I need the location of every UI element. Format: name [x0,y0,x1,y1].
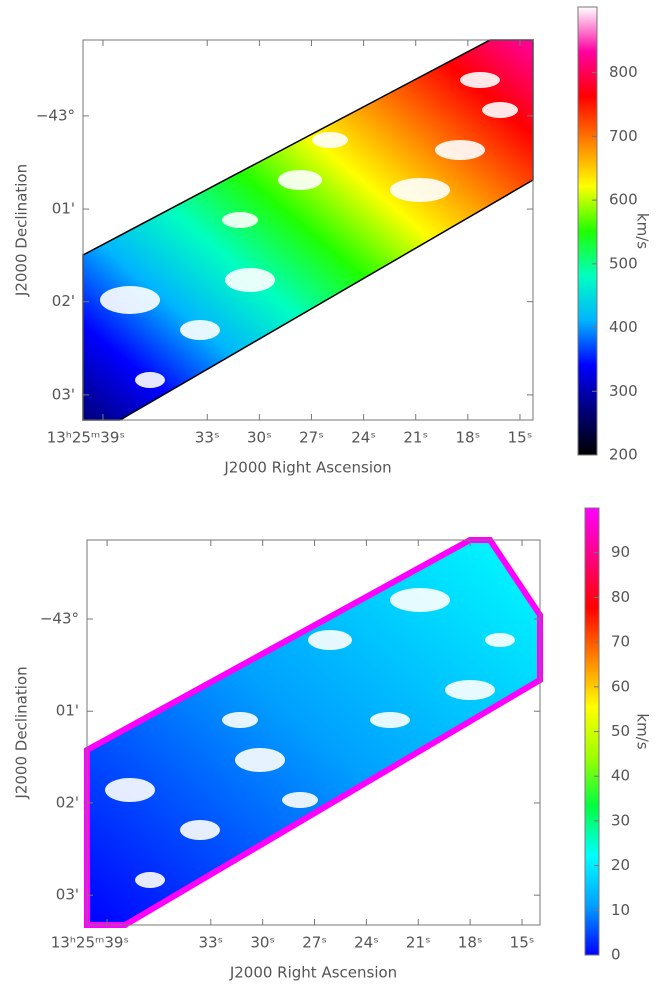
map-blank [445,680,495,700]
colorbar-tick-label: 90 [611,543,630,561]
y-tick-label: 02' [52,292,75,310]
x-axis-label: J2000 Right Ascension [229,964,397,982]
colorbar-tick-label: 50 [611,722,630,740]
colorbar-tick-label: 10 [611,901,630,919]
map-blank [460,72,500,88]
colorbar-tick-label: 700 [609,127,638,145]
colorbar-tick-label: 40 [611,767,630,785]
x-tick-label: 15ˢ [510,934,535,952]
x-axis-label: J2000 Right Ascension [223,459,391,477]
colorbar-tick-label: 800 [609,63,638,81]
colorbar [577,6,598,456]
colorbar-tick-label: 300 [609,382,638,400]
x-tick-label: 33ˢ [198,934,223,952]
map-blank [105,778,155,802]
colorbar-label: km/s [634,213,652,249]
map-blank [312,132,348,148]
y-axis-label: J2000 Declination [13,164,31,297]
x-tick-label: 33ˢ [195,429,220,447]
panel: 13ʰ25ᵐ39ˢ 33ˢ 30ˢ 27ˢ 24ˢ 21ˢ 18ˢ 15ˢ −43° 01' 02'… [13,6,652,477]
plot-frame [82,39,534,421]
x-tick-label: 27ˢ [302,934,327,952]
y-tick-label: 03' [56,886,79,904]
map-blank [180,820,220,840]
y-tick-label: −43° [40,609,79,627]
y-tick-label: 03' [52,385,75,403]
x-tick-label: 21ˢ [403,429,428,447]
colorbar-tick-label: 200 [609,446,638,464]
map-blank [390,588,450,612]
colorbar-label: km/s [634,713,652,749]
colorbar-tick-label: 500 [609,254,638,272]
map-blank [180,320,220,340]
y-tick-label: 01' [56,702,79,720]
colorbar-tick-label: 30 [611,811,630,829]
x-tick-label: 13ʰ25ᵐ39ˢ [47,429,125,447]
x-tick-label: 21ˢ [406,934,431,952]
map-blank [390,178,450,202]
x-tick-label: 27ˢ [299,429,324,447]
colorbar-tick-label: 20 [611,856,630,874]
x-tick-label: 15ˢ [508,429,533,447]
x-tick-label: 18ˢ [456,429,481,447]
colorbar-tick-label: 60 [611,677,630,695]
map-blank [370,712,410,728]
velocity-map [84,537,543,928]
map-blank [235,748,285,772]
map-blank [135,872,165,888]
y-tick-label: −43° [36,106,75,124]
y-axis-label: J2000 Declination [13,666,31,799]
colorbar-tick-label: 400 [609,318,638,336]
x-tick-label: 30ˢ [250,934,275,952]
map-blank [225,268,275,292]
colorbar-tick-label: 70 [611,633,630,651]
map-blank [482,102,518,118]
y-tick-label: 02' [56,793,79,811]
x-tick-label: 24ˢ [354,934,379,952]
x-tick-label: 13ʰ25ᵐ39ˢ [51,934,129,952]
colorbar-tick-label: 80 [611,588,630,606]
map-blank [222,212,258,228]
panel: 13ʰ25ᵐ39ˢ 33ˢ 30ˢ 27ˢ 24ˢ 21ˢ 18ˢ 15ˢ −43° 01' 02'… [13,507,652,982]
map-blank [435,140,485,160]
map-blank [485,633,515,647]
plot-frame [86,539,541,926]
velocity-map [82,39,534,421]
map-blank [282,792,318,808]
map-blank [278,170,322,190]
colorbar-tick-label: 0 [611,946,621,964]
map-blank [100,286,160,314]
x-tick-label: 24ˢ [351,429,376,447]
x-tick-label: 18ˢ [458,934,483,952]
y-tick-label: 01' [52,200,75,218]
map-blank [135,372,165,388]
map-blank [308,630,352,650]
map-blank [222,712,258,728]
x-tick-label: 30ˢ [247,429,272,447]
colorbar-tick-label: 600 [609,191,638,209]
